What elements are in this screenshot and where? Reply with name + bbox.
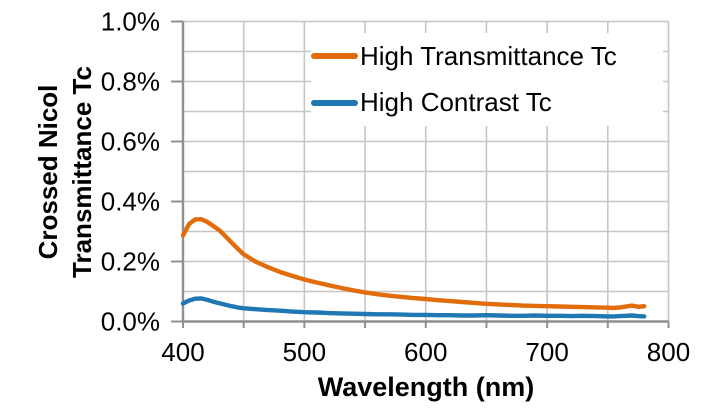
legend-label: High Contrast Tc: [360, 87, 552, 118]
x-axis-title: Wavelength (nm): [317, 372, 535, 402]
legend-line-icon: [311, 53, 358, 60]
x-tick-label: 700: [525, 337, 568, 367]
y-tick-label: 0.6%: [101, 127, 160, 157]
y-tick-label: 0.2%: [101, 247, 160, 277]
y-tick-label: 0.0%: [101, 307, 160, 337]
legend-item-high-contrast-tc: High Contrast Tc: [311, 81, 663, 125]
legend-line-icon: [311, 99, 358, 106]
series-line-high-contrast-tc: [180, 296, 647, 319]
legend-label: High Transmittance Tc: [360, 40, 617, 71]
x-tick-label: 600: [404, 337, 447, 367]
y-tick-label: 1.0%: [101, 7, 160, 37]
series-line-high-transmittance-tc: [180, 216, 647, 311]
x-tick-label: 500: [283, 337, 326, 367]
x-tick-label: 800: [647, 337, 690, 367]
x-tick-label: 400: [161, 337, 204, 367]
y-tick-label: 0.4%: [101, 187, 160, 217]
legend-item-high-transmittance-tc: High Transmittance Tc: [311, 34, 663, 78]
y-tick-label: 0.8%: [101, 67, 160, 97]
legend: High Transmittance Tc High Contrast Tc: [311, 33, 663, 126]
